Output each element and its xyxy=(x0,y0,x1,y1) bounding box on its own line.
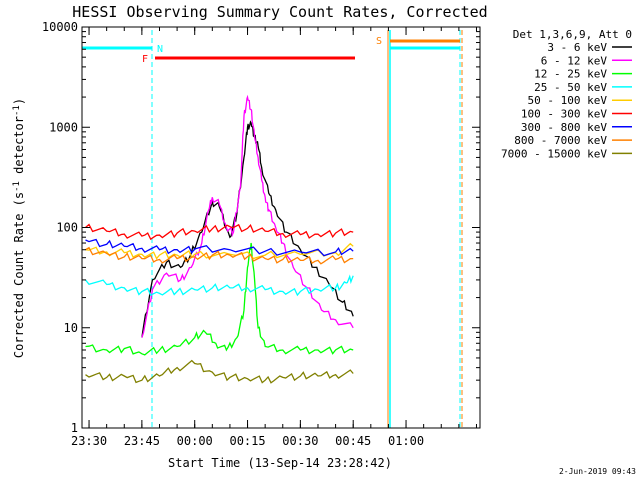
legend-label: 300 - 800 keV xyxy=(521,121,607,134)
chart-title: HESSI Observing Summary Count Rates, Cor… xyxy=(72,3,487,21)
y-tick-label: 100 xyxy=(56,221,78,235)
series-lines xyxy=(84,94,354,384)
series-line-8 xyxy=(85,359,354,384)
legend-label: 6 - 12 keV xyxy=(541,54,608,67)
x-tick-label: 01:00 xyxy=(388,434,424,448)
night-flag-label: N xyxy=(157,44,163,55)
x-tick-label: 00:00 xyxy=(177,434,213,448)
flare-flag-label: F xyxy=(142,54,148,65)
plot-axes: 1 10 100 1000 10000 23:30 23:45 00:00 00:15 00:30… xyxy=(42,20,481,448)
legend-label: 800 - 7000 keV xyxy=(514,134,607,147)
legend-label: 3 - 6 keV xyxy=(547,41,607,54)
y-tick-label: 10000 xyxy=(42,20,78,34)
series-line-4 xyxy=(85,242,354,260)
y-tick-label: 10 xyxy=(64,321,78,335)
x-axis-label: Start Time (13-Sep-14 23:28:42) xyxy=(168,456,392,470)
footer-date: 2-Jun-2019 09:43 xyxy=(559,467,636,476)
series-line-6 xyxy=(85,238,354,257)
x-tick-label: 00:15 xyxy=(229,434,265,448)
saa-flag-label: S xyxy=(376,36,382,47)
y-tick-label: 1000 xyxy=(49,120,78,134)
x-tick-label: 23:45 xyxy=(124,434,160,448)
legend-label: 25 - 50 keV xyxy=(534,81,607,94)
x-tick-label: 00:30 xyxy=(282,434,318,448)
observing-flags: NF S xyxy=(82,30,463,428)
series-line-5 xyxy=(85,223,354,241)
series-line-7 xyxy=(85,246,354,265)
legend-header: Det 1,3,6,9, Att 0 xyxy=(513,28,632,41)
legend-label: 7000 - 15000 keV xyxy=(501,147,607,160)
series-line-2 xyxy=(85,242,354,356)
legend-label: 100 - 300 keV xyxy=(521,108,607,121)
y-tick-label: 1 xyxy=(71,421,78,435)
series-line-3 xyxy=(84,274,354,297)
x-tick-label: 00:45 xyxy=(335,434,371,448)
legend-label: 50 - 100 keV xyxy=(528,94,608,107)
series-line-1 xyxy=(141,94,354,338)
x-tick-label: 23:30 xyxy=(71,434,107,448)
legend-label: 12 - 25 keV xyxy=(534,68,607,81)
y-axis-label: Corrected Count Rate (s-1 detector-1) xyxy=(12,98,26,358)
